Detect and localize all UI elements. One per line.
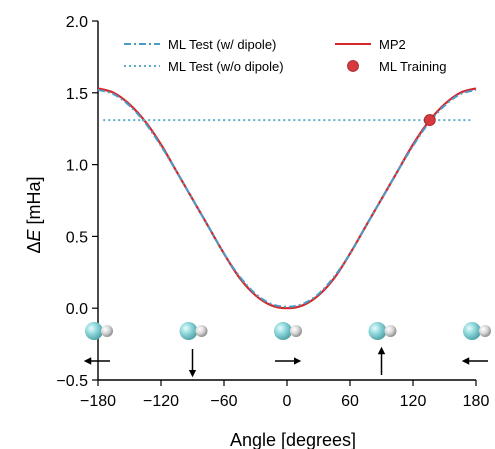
- atom-small: [290, 325, 302, 337]
- atom-small: [195, 325, 208, 337]
- ml-training-point: [423, 114, 436, 126]
- atom-large: [85, 322, 103, 340]
- atom-large: [179, 322, 198, 340]
- legend-label-ml-test-w-dipole: ML Test (w/ dipole): [168, 37, 276, 52]
- y-tick-label: 0.0: [66, 301, 88, 318]
- x-tick-label: 60: [341, 393, 359, 410]
- x-axis-label: Angle [degrees]: [230, 430, 356, 449]
- y-tick-label: −0.5: [56, 373, 88, 390]
- molecule-icon: [274, 322, 302, 340]
- molecule-icon: [368, 322, 397, 340]
- legend: ML Test (w/ dipole) ML Test (w/o dipole) M…: [124, 37, 446, 74]
- series-layer: [97, 87, 477, 310]
- y-ticks: −0.5 0.0 0.5 1.0 1.5 2.0: [56, 14, 98, 390]
- atom-small: [101, 325, 113, 337]
- x-tick-label: 0: [283, 393, 292, 410]
- x-tick-label: 120: [400, 393, 427, 410]
- y-tick-label: 1.0: [66, 158, 88, 175]
- x-tick-label: 180: [463, 393, 490, 410]
- atom-small: [479, 325, 491, 337]
- molecule-layer: [83, 322, 491, 378]
- legend-label-ml-test-w-o-dipole: ML Test (w/o dipole): [168, 59, 284, 74]
- y-tick-label: 2.0: [66, 14, 88, 31]
- y-axis-label: ΔE [mHa]: [24, 176, 44, 253]
- molecule-icon: [463, 322, 491, 340]
- atom-large: [368, 322, 387, 340]
- legend-swatch-ml-training: [347, 60, 359, 72]
- molecule-icon: [179, 322, 208, 340]
- x-tick-label: −60: [210, 393, 237, 410]
- y-tick-label: 1.5: [66, 86, 88, 103]
- legend-label-mp2: MP2: [379, 37, 406, 52]
- atom-small: [384, 325, 397, 337]
- series-line-ml-test-w-dipole: [97, 88, 477, 308]
- molecule-icon: [85, 322, 113, 340]
- x-tick-label: −120: [143, 393, 179, 410]
- y-tick-label: 0.5: [66, 229, 88, 246]
- atom-large: [274, 322, 292, 340]
- series-line-mp2: [97, 87, 477, 310]
- x-tick-label: −180: [80, 393, 116, 410]
- legend-label-ml-training: ML Training: [379, 59, 446, 74]
- atom-large: [463, 322, 481, 340]
- x-ticks: −180 −120 −60 0 60 120 180: [80, 380, 489, 410]
